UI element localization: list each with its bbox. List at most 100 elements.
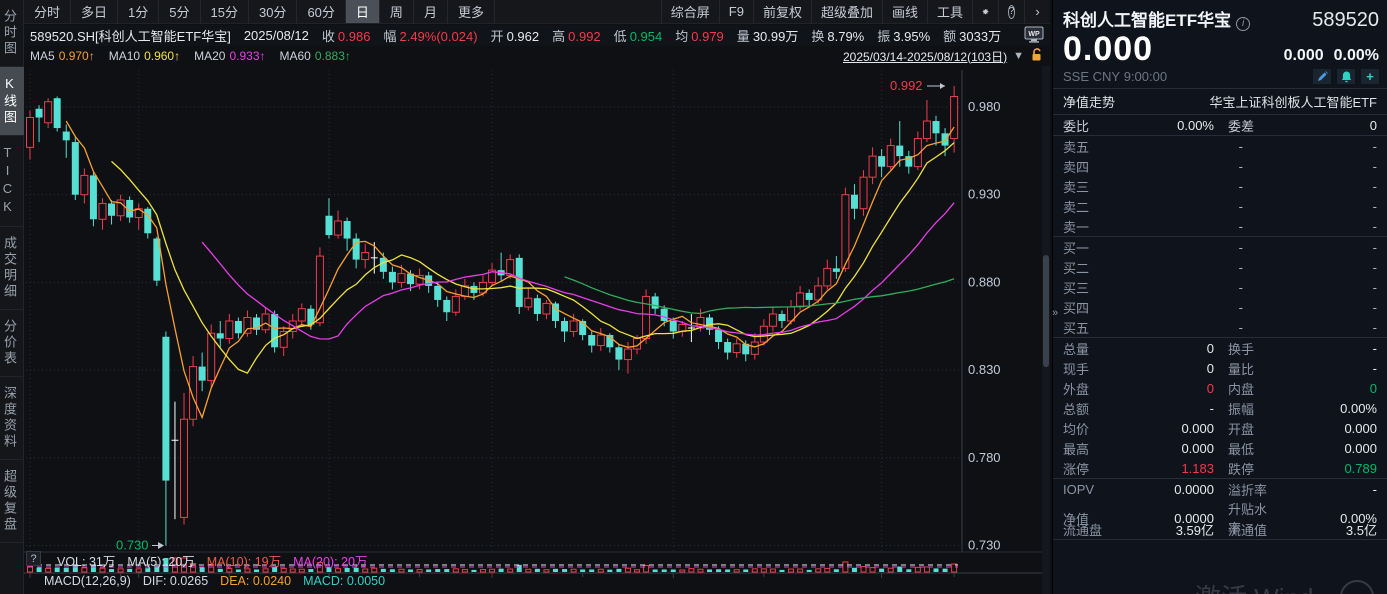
info-icon[interactable]: i [1236, 16, 1251, 31]
svg-text:0.730: 0.730 [968, 538, 1001, 553]
level-amount: - [1372, 178, 1377, 194]
date-range-selector[interactable]: 2025/03/14-2025/08/12(103日) [842, 49, 1008, 64]
volume-legend-item: MA(10): 19万 [206, 555, 282, 569]
level-volume: - [1238, 218, 1243, 234]
stats-block: 总量 0 换手 - 现手 0 量比 - 外盘 0 内盘 0 总额 - 振幅 0.00% 均价 0.000 开盘 0.0… [1053, 338, 1387, 478]
stat-value: 0.00% [1340, 400, 1377, 416]
panel-collapse-arrow[interactable]: » [1052, 307, 1059, 319]
macd-legend-item: DEA: 0.0240 [220, 574, 292, 588]
period-tab-月[interactable]: 月 [414, 0, 448, 23]
period-tab-周[interactable]: 周 [380, 0, 414, 23]
stat-row: 外盘 0 内盘 0 [1053, 378, 1387, 398]
stat-value: - [1372, 360, 1377, 376]
watermark-text: 激活 Wind [1195, 578, 1313, 594]
range-dropdown-arrow[interactable]: ▼ [1013, 50, 1024, 62]
price-change-pct: 0.00% [1333, 47, 1379, 64]
stat-label: 总额 [1063, 401, 1090, 417]
sidebar-item-分时图[interactable]: 分时图 [0, 0, 24, 67]
level-volume: - [1238, 279, 1243, 295]
period-tab-多日[interactable]: 多日 [71, 0, 119, 23]
alert-bell-icon[interactable] [1337, 69, 1355, 84]
quote-field-value: 0.979 [691, 29, 724, 44]
stat-value: - [1372, 340, 1377, 356]
sidebar-item-TICK[interactable]: TICK [0, 136, 24, 227]
stat-value: - [1372, 481, 1377, 497]
toolbar-button-超级叠加[interactable]: 超级叠加 [810, 0, 882, 23]
ma-value: 0.933↑ [229, 49, 266, 63]
period-tab-1分[interactable]: 1分 [118, 0, 160, 23]
quote-field-value: 3.95% [893, 29, 931, 44]
period-tab-更多[interactable]: 更多 [448, 0, 495, 23]
level-amount: - [1372, 138, 1377, 154]
quote-field-换: 换 8.79% [811, 26, 864, 45]
quote-field-高: 高 0.992 [552, 26, 601, 45]
period-tab-分时[interactable]: 分时 [24, 0, 72, 23]
stat-label: 升贴水率 [1228, 502, 1268, 536]
quote-field-value: 3033万 [959, 29, 1002, 44]
level-volume: - [1238, 198, 1243, 214]
ma-label: MA20 [194, 49, 226, 63]
ma-legend-MA10: MA10 0.960↑ [109, 49, 180, 63]
stat-label: 跌停 [1228, 461, 1255, 477]
bid-row: 买一 - - [1053, 237, 1387, 257]
stat-value: 0.0000 [1174, 510, 1214, 526]
volume-legend-item: MA(5): 20万 [127, 555, 195, 569]
period-tab-30分[interactable]: 30分 [249, 0, 298, 23]
stat-row: 最高 0.000 最低 0.000 [1053, 438, 1387, 458]
nav-label: 净值走势 [1063, 95, 1116, 110]
sidebar-item-K线图[interactable]: K线图 [0, 67, 24, 136]
candlestick-chart[interactable]: 0.980 0.930 0.880 0.830 0.780 0.730 0.992 0.730… [24, 66, 1050, 594]
nav-trend-row[interactable]: 净值走势 华宝上证科创板人工智能ETF [1053, 89, 1387, 114]
toolbar-button-工具[interactable]: 工具 [926, 0, 972, 23]
toolbar-button-画线[interactable]: 画线 [881, 0, 927, 23]
sidebar-item-超级复盘[interactable]: 超级复盘 [0, 460, 24, 543]
symbol-label[interactable]: 589520.SH[科创人工智能ETF华宝] [30, 29, 231, 44]
period-tab-日[interactable]: 日 [345, 0, 380, 23]
stat-value: 3.59亿 [1175, 522, 1214, 538]
indicator-help-button[interactable]: ? [26, 551, 41, 566]
volume-legend-item: MA(20): 20万 [293, 555, 368, 569]
toolbar-button-前复权[interactable]: 前复权 [752, 0, 811, 23]
level-amount: - [1372, 239, 1377, 255]
ma-items: MA5 0.970↑ MA10 0.960↑ MA20 0.933↑ MA60 0.883↑ [30, 49, 351, 63]
level-volume: - [1238, 178, 1243, 194]
period-tab-15分[interactable]: 15分 [201, 0, 249, 23]
unlock-icon[interactable] [1030, 47, 1044, 65]
quote-field-低: 低 0.954 [614, 26, 663, 45]
period-tab-5分[interactable]: 5分 [159, 0, 201, 23]
stat-value: 0 [1206, 340, 1214, 356]
period-tab-60分[interactable]: 60分 [297, 0, 346, 23]
level-volume: - [1238, 259, 1243, 275]
level-amount: - [1372, 279, 1377, 295]
sidebar-item-成交明细[interactable]: 成交明细 [0, 227, 24, 310]
chart-scrollbar-thumb[interactable] [1043, 255, 1049, 367]
toolbar-button-F9[interactable]: F9 [718, 0, 753, 23]
sidebar-item-分价表[interactable]: 分价表 [0, 310, 24, 377]
chart-canvas: 0.980 0.930 0.880 0.830 0.780 0.730 0.992 0.730 [24, 70, 1050, 578]
toolbar-button-综合屏[interactable]: 综合屏 [660, 0, 719, 23]
period-tabs: 分时 多日 1分 5分 15分 30分 60分日周月更多 [24, 0, 495, 23]
level-volume: - [1238, 239, 1243, 255]
help-icon[interactable]: ? [998, 0, 1024, 23]
quote-field-label: 量 [736, 29, 750, 44]
ma-value: 0.960↑ [144, 49, 181, 63]
macd-legend-item: DIF: 0.0265 [142, 574, 209, 588]
level-label: 卖五 [1063, 139, 1090, 155]
level-volume: - [1238, 138, 1243, 154]
settings-gear-icon[interactable] [972, 0, 998, 23]
iopv-row: 净值 0.0000 升贴水率 0.00% [1053, 499, 1387, 536]
wp-terminal-icon[interactable]: WP [1024, 26, 1044, 46]
quote-field-量: 量 30.99万 [737, 26, 799, 45]
quote-field-幅: 幅 2.49%(0.024) [383, 26, 477, 45]
stat-row: 涨停 1.183 跌停 0.789 [1053, 458, 1387, 478]
quote-field-label: 换 [811, 29, 825, 44]
svg-text:WP: WP [1028, 31, 1040, 38]
quote-field-value: 0.962 [506, 29, 540, 44]
stat-label: 振幅 [1228, 401, 1255, 417]
chevron-right-icon[interactable]: › [1024, 0, 1050, 23]
edit-pencil-icon[interactable] [1313, 69, 1331, 84]
stat-label: 内盘 [1228, 381, 1255, 397]
sidebar-item-深度资料[interactable]: 深度资料 [0, 377, 24, 460]
level-label: 买一 [1063, 240, 1090, 256]
add-plus-icon[interactable]: + [1361, 69, 1379, 84]
